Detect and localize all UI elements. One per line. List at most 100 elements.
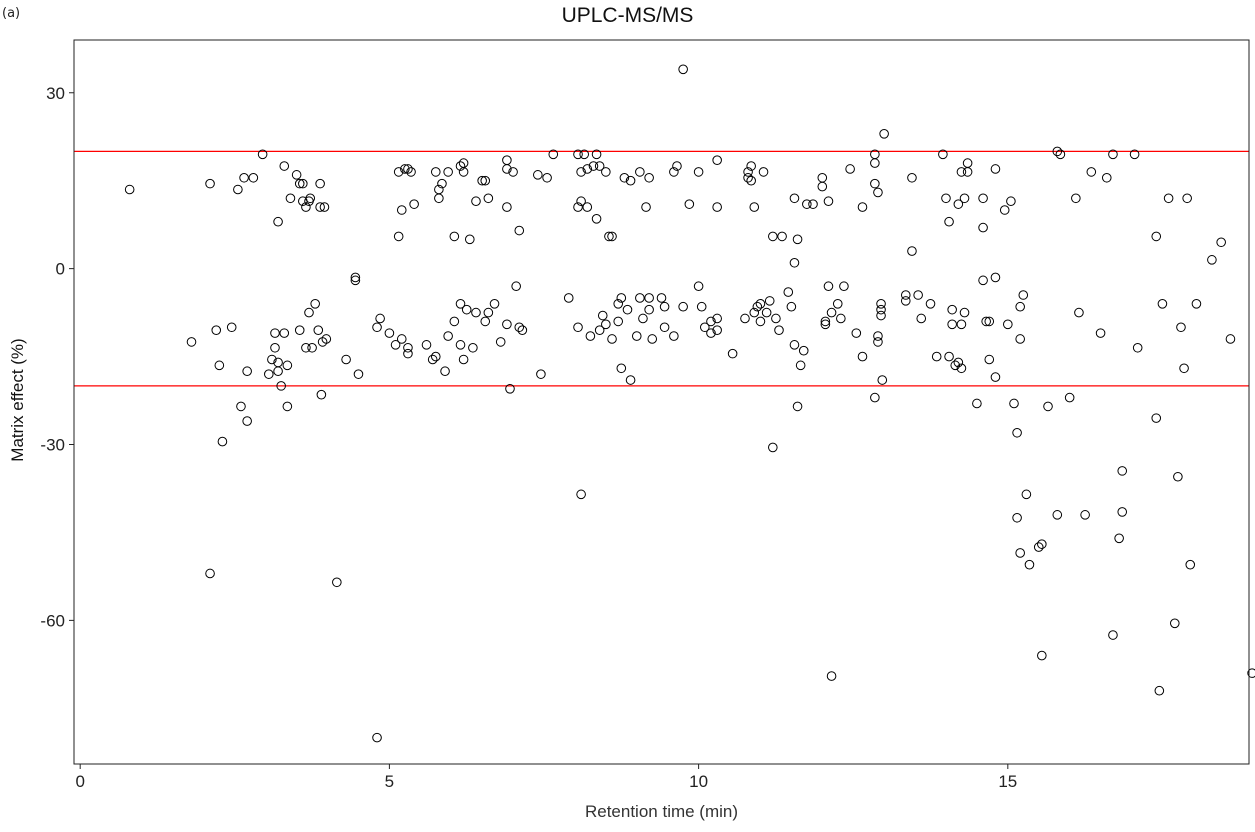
- data-point: [233, 184, 243, 195]
- data-point: [990, 372, 1001, 382]
- data-point: [857, 351, 868, 362]
- data-point: [1021, 489, 1032, 500]
- data-point: [1071, 193, 1081, 204]
- data-point: [764, 296, 775, 306]
- data-point: [214, 360, 225, 371]
- data-point: [594, 161, 605, 171]
- data-point: [455, 299, 466, 309]
- y-tick-label: 30: [46, 84, 65, 103]
- data-point: [483, 307, 494, 318]
- data-point: [990, 272, 1001, 283]
- data-point: [950, 360, 961, 371]
- data-point: [826, 671, 837, 681]
- data-point: [1163, 193, 1174, 204]
- data-point: [301, 202, 311, 212]
- data-point: [1176, 322, 1186, 333]
- data-point: [619, 172, 630, 183]
- data-point: [613, 299, 624, 309]
- data-point: [430, 167, 441, 177]
- data-point: [282, 401, 293, 412]
- data-point: [644, 172, 654, 183]
- data-point: [588, 161, 599, 171]
- data-point: [795, 360, 806, 371]
- data-point: [434, 193, 444, 204]
- data-point: [591, 149, 602, 160]
- data-point: [502, 164, 512, 174]
- data-point: [873, 187, 883, 198]
- data-point: [870, 392, 880, 403]
- data-point: [631, 331, 642, 341]
- data-point: [511, 281, 521, 292]
- x-axis-label: Retention time (min): [584, 802, 739, 821]
- data-point: [242, 366, 252, 377]
- data-point: [1015, 301, 1025, 312]
- data-point: [808, 199, 818, 209]
- y-axis-ticks: 30 0 -30 -60: [40, 84, 74, 630]
- data-point: [786, 301, 797, 312]
- data-point: [1247, 668, 1255, 678]
- data-point: [298, 178, 308, 189]
- data-points: [124, 64, 1255, 743]
- data-point: [959, 193, 970, 204]
- data-point: [1080, 510, 1090, 520]
- data-point: [962, 158, 973, 168]
- data-point: [1114, 533, 1124, 544]
- data-point: [802, 199, 812, 209]
- data-point: [696, 301, 707, 312]
- data-point: [372, 322, 382, 333]
- data-point: [857, 202, 868, 212]
- data-point: [879, 128, 889, 139]
- data-point: [353, 369, 364, 379]
- data-point: [978, 222, 988, 233]
- data-point: [768, 442, 778, 453]
- data-point: [1003, 319, 1013, 330]
- data-point: [536, 369, 546, 379]
- data-point: [489, 299, 500, 309]
- data-point: [625, 175, 636, 186]
- data-point: [900, 296, 911, 306]
- data-point: [820, 316, 831, 327]
- data-point: [999, 205, 1010, 215]
- data-point: [270, 342, 280, 353]
- chart-title: UPLC-MS/MS: [561, 4, 694, 27]
- data-point: [393, 167, 404, 177]
- data-point: [743, 167, 753, 177]
- data-point: [1086, 167, 1097, 177]
- data-point: [282, 360, 293, 371]
- data-point: [421, 340, 432, 350]
- data-point: [305, 193, 316, 204]
- data-point: [471, 307, 481, 318]
- data-point: [746, 161, 756, 171]
- data-point: [984, 316, 995, 327]
- data-point: [443, 167, 453, 177]
- data-point: [273, 216, 283, 227]
- data-point: [826, 307, 837, 318]
- data-point: [659, 322, 670, 333]
- data-point: [644, 293, 654, 303]
- data-point: [301, 342, 311, 353]
- data-point: [1064, 392, 1075, 403]
- data-point: [455, 340, 466, 350]
- data-point: [962, 167, 973, 177]
- data-point: [947, 319, 957, 330]
- data-point: [409, 199, 419, 209]
- data-point: [464, 234, 475, 245]
- data-point: [576, 196, 586, 207]
- data-point: [437, 178, 447, 189]
- data-point: [582, 164, 593, 174]
- data-point: [285, 193, 296, 204]
- data-point: [616, 293, 627, 303]
- data-point: [257, 149, 268, 160]
- data-point: [458, 167, 469, 177]
- data-point: [699, 322, 710, 333]
- data-point: [1012, 427, 1022, 438]
- data-point: [341, 354, 351, 365]
- data-point: [956, 167, 967, 177]
- data-point: [876, 304, 886, 315]
- data-point: [907, 246, 917, 256]
- data-point: [461, 304, 472, 315]
- data-point: [294, 325, 305, 335]
- data-point: [706, 328, 716, 338]
- data-point: [443, 331, 453, 341]
- data-point: [217, 436, 228, 447]
